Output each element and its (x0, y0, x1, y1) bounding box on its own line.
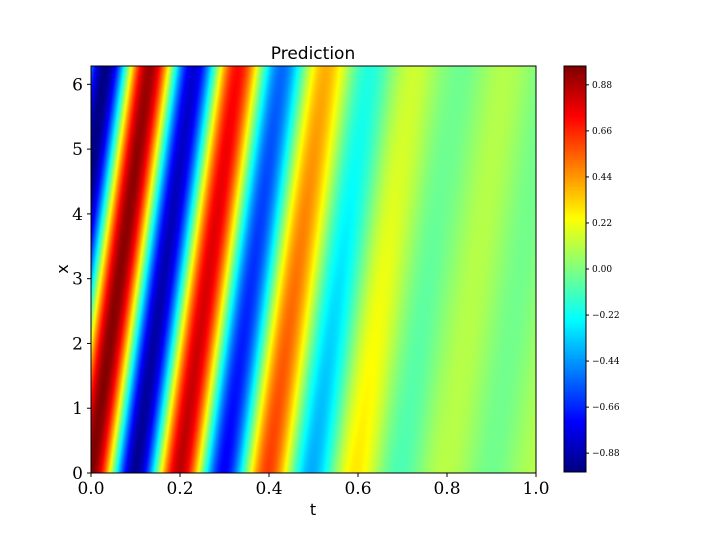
x-tick-label: 0.4 (255, 479, 282, 499)
plot-area: 0.0 0.2 0.4 0.6 0.8 1.0 0 1 2 3 4 5 6 (72, 65, 550, 499)
x-tick-label: 0.0 (77, 479, 104, 499)
colorbar-tick-label: −0.22 (592, 311, 620, 321)
colorbar-tick-label: 0.22 (592, 219, 612, 229)
chart-title: Prediction (271, 44, 355, 64)
y-tick-label: 0 (72, 464, 83, 484)
x-tick-label: 0.8 (433, 479, 460, 499)
colorbar-tick-label: 0.88 (592, 81, 612, 91)
colorbar-tick-label: 0.66 (592, 127, 612, 137)
colorbar: −0.88 −0.66 −0.44 −0.22 0.00 0.22 0.44 0.66 0.88 (563, 65, 620, 473)
y-tick-label: 2 (72, 334, 83, 354)
colorbar-tick-label: 0.44 (592, 173, 612, 183)
x-tick-label: 1.0 (522, 479, 549, 499)
colorbar-tick-label: −0.88 (592, 449, 620, 459)
plot-frame (90, 65, 537, 474)
x-tick-label: 0.2 (166, 479, 193, 499)
colorbar-tick-label: 0.00 (592, 265, 612, 275)
y-axis-label: x (53, 264, 72, 273)
x-tick-label: 0.6 (344, 479, 371, 499)
colorbar-tick-label: −0.66 (592, 403, 620, 413)
colorbar-tick-label: −0.44 (592, 357, 620, 367)
y-tick-label: 4 (72, 205, 83, 225)
y-tick-label: 5 (72, 140, 83, 160)
y-tick-label: 3 (72, 270, 83, 290)
x-axis-label: t (310, 500, 316, 519)
y-tick-label: 6 (72, 75, 83, 95)
colorbar-gradient (564, 66, 586, 472)
heatmap-image (91, 66, 536, 473)
y-tick-label: 1 (72, 399, 83, 419)
